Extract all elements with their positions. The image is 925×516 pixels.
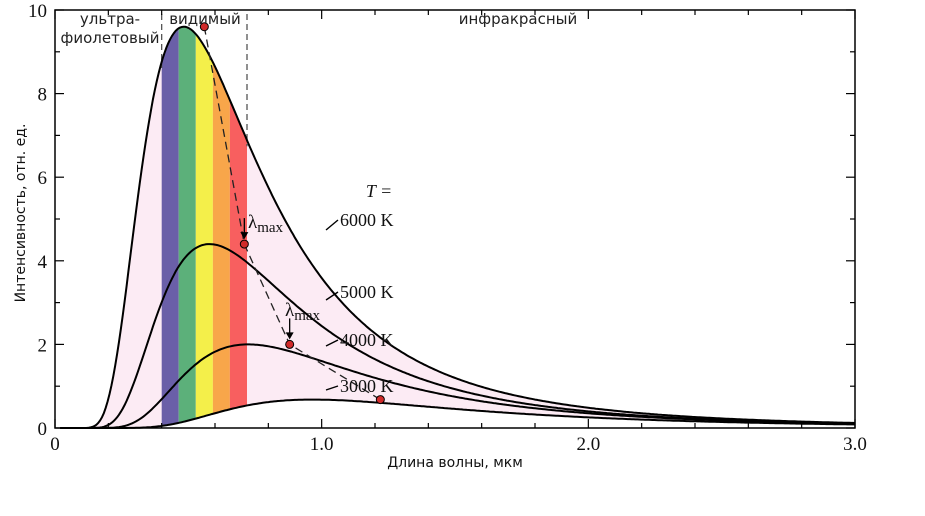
peak-marker <box>375 395 385 405</box>
curves <box>60 25 856 429</box>
region-visible-label: видимый <box>169 10 241 28</box>
lambda-max-label-2: λmax <box>285 300 321 324</box>
area-fill <box>60 26 856 428</box>
spectrum-band <box>195 34 213 419</box>
y-tick-label: 2 <box>38 335 48 356</box>
x-axis-title: Длина волны, мкм <box>387 455 523 471</box>
series-label-leader <box>325 219 339 231</box>
x-tick-label: 0 <box>50 434 60 455</box>
peak-marker <box>285 339 295 349</box>
y-axis-title: Интенсивность, отн. ед. <box>13 124 29 303</box>
area-fills <box>60 26 856 428</box>
series-curve <box>60 25 856 429</box>
spectrum-band <box>161 28 179 426</box>
lambda-subscript: max <box>294 308 320 324</box>
y-tick-label: 8 <box>38 85 48 106</box>
y-tick-label: 10 <box>28 1 47 22</box>
series-label-4000: 4000 K <box>340 330 394 350</box>
y-tick-label: 0 <box>38 419 48 440</box>
series-label-leader <box>325 291 339 301</box>
region-infrared-label: инфракрасный <box>459 10 578 28</box>
y-tick-label: 4 <box>38 252 48 273</box>
y-tick-label: 6 <box>38 168 48 189</box>
lambda-arrow-head <box>240 232 249 240</box>
series-curve <box>60 343 856 429</box>
lambda-max-label-1: λmax <box>248 212 284 236</box>
lambda-symbol: λ <box>285 300 295 321</box>
peak-marker <box>239 239 249 249</box>
x-tick-label: 2.0 <box>576 434 600 455</box>
visible-spectrum-bands <box>161 26 247 426</box>
wien-displacement-line <box>203 26 381 401</box>
lambda-subscript: max <box>257 220 283 236</box>
series-label-5000: 5000 K <box>340 282 394 302</box>
series-label-leader <box>325 385 339 391</box>
spectrum-band <box>178 26 196 423</box>
series-curve <box>60 398 856 429</box>
lambda-symbol: λ <box>248 212 258 233</box>
peak-markers <box>199 22 385 405</box>
series-label-3000: 3000 K <box>340 376 394 396</box>
series-label-leader <box>325 339 339 347</box>
x-tick-label: 3.0 <box>843 434 867 455</box>
spectrum-band <box>212 62 230 414</box>
temperature-label: T = <box>366 181 392 201</box>
peak-marker <box>199 22 209 32</box>
lambda-arrow-head <box>285 332 294 340</box>
series-label-6000: 6000 K <box>340 210 394 230</box>
x-tick-label: 1.0 <box>310 434 334 455</box>
axes: 0 1.0 2.0 3.0 0 2 4 6 8 10 <box>28 1 867 455</box>
region-uv-label-1: ультра- <box>80 10 140 28</box>
peak-locus <box>203 26 381 401</box>
region-uv-label-2: фиолетовый <box>61 29 160 47</box>
